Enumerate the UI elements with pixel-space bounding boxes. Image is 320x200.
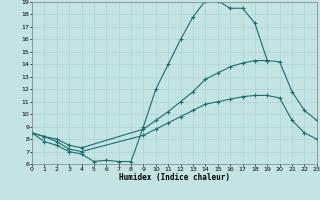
X-axis label: Humidex (Indice chaleur): Humidex (Indice chaleur) xyxy=(119,173,230,182)
